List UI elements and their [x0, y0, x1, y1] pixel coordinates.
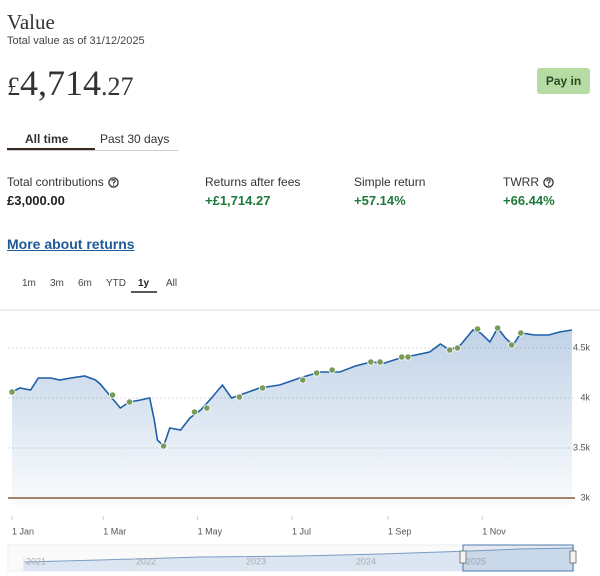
stat-value: £3,000.00	[7, 193, 65, 208]
range-button[interactable]: 6m	[78, 278, 92, 289]
info-icon[interactable]	[543, 177, 554, 188]
event-marker	[258, 384, 267, 392]
amount-decimals: .27	[101, 72, 134, 101]
event-marker	[507, 341, 516, 349]
navigator-handle	[569, 550, 577, 564]
stat-value: +£1,714.27	[205, 193, 271, 208]
event-marker	[108, 391, 117, 399]
range-button[interactable]: 3m	[50, 278, 64, 289]
event-marker	[328, 366, 336, 374]
event-marker	[473, 325, 482, 333]
stat-label-text: Total contributions	[7, 175, 104, 189]
tab[interactable]: All time	[25, 132, 69, 146]
event-marker	[517, 329, 525, 337]
stat-value: +66.44%	[503, 193, 555, 208]
stat-label: Total contributions	[7, 175, 119, 189]
currency: £	[7, 72, 20, 101]
navigator-label: 2021	[26, 556, 46, 566]
x-tick-label: 1 Jul	[292, 526, 311, 536]
event-marker	[125, 398, 134, 406]
amount-whole: 4,714	[20, 63, 101, 103]
more-link[interactable]: More about returns	[7, 236, 135, 252]
total-value: £4,714.27	[7, 62, 134, 104]
navigator-label: 2022	[136, 556, 156, 566]
stat-label: Returns after fees	[205, 175, 300, 189]
info-icon[interactable]	[107, 177, 119, 188]
stat-label-text: Returns after fees	[205, 175, 301, 189]
navigator-selection[interactable]	[462, 544, 574, 572]
event-marker	[453, 344, 462, 352]
x-tick-label: 1 May	[198, 526, 223, 536]
navigator-handle	[459, 550, 467, 564]
event-marker	[376, 358, 384, 366]
stat-label-text: Simple return	[354, 175, 426, 189]
y-tick-label: 3.5k	[573, 442, 591, 452]
area	[12, 328, 572, 506]
pay-in-button[interactable]: Pay in	[537, 68, 590, 94]
event-marker	[313, 369, 321, 377]
x-tick-label: 1 Jan	[12, 526, 34, 536]
event-marker	[398, 353, 406, 361]
event-marker	[494, 324, 502, 332]
range-button[interactable]: 1m	[22, 278, 36, 289]
y-tick-label: 4.5k	[573, 342, 591, 352]
info-dot	[547, 184, 550, 186]
value-line	[11, 326, 573, 448]
info-ring	[543, 177, 554, 188]
navigator-area	[24, 548, 574, 571]
range-button[interactable]: YTD	[106, 278, 126, 289]
info-ring	[107, 177, 119, 188]
info-dot	[112, 184, 115, 186]
tab[interactable]: Past 30 days	[100, 132, 170, 146]
x-tick-label: 1 Mar	[103, 526, 126, 536]
event-marker	[404, 353, 412, 361]
event-marker	[203, 404, 211, 412]
x-tick-label: 1 Sep	[388, 526, 412, 536]
stat-label: TWRR	[503, 175, 554, 189]
x-tick-label: 1 Nov	[482, 526, 506, 536]
range-button[interactable]: All	[166, 278, 178, 289]
event-marker	[159, 442, 168, 450]
navigator-line	[23, 547, 575, 563]
stat-value: +57.14%	[354, 193, 406, 208]
tab-underline	[7, 148, 95, 150]
stat-label: Simple return	[354, 175, 425, 189]
title: Value	[7, 10, 55, 34]
event-marker	[446, 346, 454, 354]
navigator-label: 2023	[246, 556, 266, 566]
event-marker	[367, 358, 375, 366]
navigator-label: 2025	[466, 556, 486, 566]
range-button[interactable]: 1y	[138, 278, 150, 289]
info-glyph	[111, 179, 116, 184]
stat-label-text: TWRR	[503, 175, 539, 189]
navigator-label: 2024	[356, 556, 376, 566]
subtitle: Total value as of 31/12/2025	[7, 35, 145, 47]
event-marker	[8, 388, 16, 396]
event-marker	[190, 408, 199, 416]
y-tick-label: 4k	[580, 392, 590, 402]
tabs: All time Past 30 days	[7, 128, 178, 151]
event-marker	[235, 393, 243, 401]
info-glyph	[546, 179, 551, 184]
event-marker	[299, 376, 307, 384]
y-tick-label: 3k	[580, 492, 590, 502]
